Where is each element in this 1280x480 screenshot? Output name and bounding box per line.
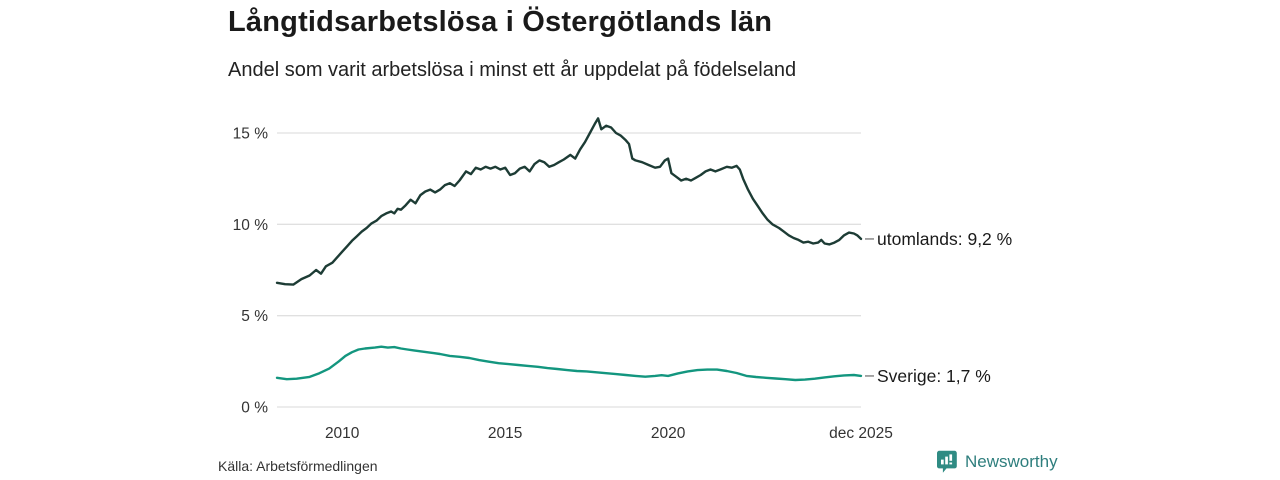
newsworthy-speech-bubble-chart-icon bbox=[936, 450, 958, 474]
series-end-label-utomlands: utomlands: 9,2 % bbox=[877, 228, 1013, 249]
y-tick-0: 0 % bbox=[241, 400, 268, 417]
x-tick-2020: 2020 bbox=[651, 425, 686, 442]
series-line-sverige bbox=[275, 345, 863, 382]
series-end-label-sverige: Sverige: 1,7 % bbox=[877, 365, 991, 386]
x-tick-2010: 2010 bbox=[325, 425, 360, 442]
page-subtitle: Andel som varit arbetslösa i minst ett å… bbox=[228, 59, 797, 81]
x-tick-2015: 2015 bbox=[488, 425, 522, 442]
y-tick-5: 5 % bbox=[241, 308, 268, 325]
y-tick-10: 10 % bbox=[233, 217, 269, 234]
series-line-utomlands bbox=[275, 117, 863, 286]
source-note: Källa: Arbetsförmedlingen bbox=[218, 458, 378, 474]
newsworthy-wordmark: Newsworthy bbox=[965, 452, 1058, 471]
x-tick-dec-2025: dec 2025 bbox=[829, 425, 893, 442]
newsworthy-logo[interactable]: Newsworthy bbox=[936, 450, 1058, 474]
page-title: Långtidsarbetslösa i Östergötlands län bbox=[228, 6, 773, 38]
y-tick-15: 15 % bbox=[233, 126, 269, 143]
